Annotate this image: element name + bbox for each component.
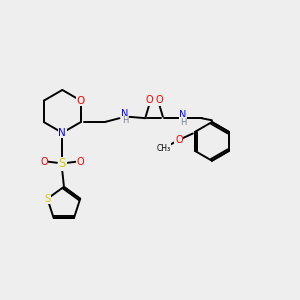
Text: O: O: [146, 95, 153, 105]
Text: O: O: [175, 135, 183, 145]
Text: O: O: [77, 96, 85, 106]
Text: S: S: [58, 158, 66, 170]
Text: N: N: [121, 109, 128, 119]
Text: O: O: [77, 157, 85, 166]
Text: H: H: [122, 116, 128, 125]
Text: CH₃: CH₃: [156, 144, 170, 153]
Text: H: H: [180, 118, 186, 127]
Text: O: O: [155, 95, 163, 105]
Text: N: N: [58, 128, 66, 138]
Text: O: O: [40, 157, 48, 166]
Text: N: N: [179, 110, 187, 120]
Text: S: S: [44, 194, 50, 204]
